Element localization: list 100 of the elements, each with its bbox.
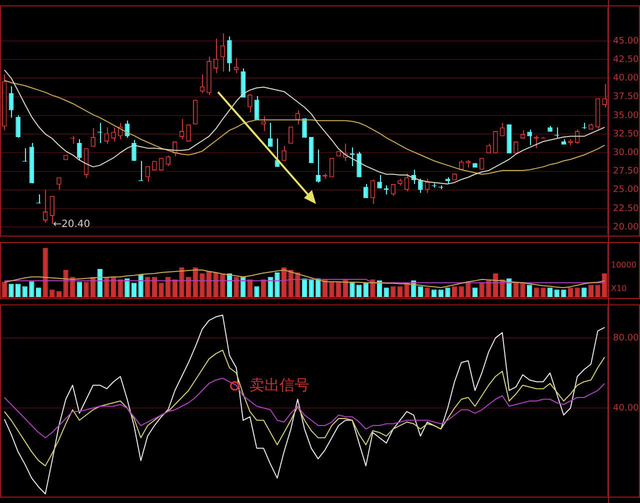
bar bbox=[458, 286, 464, 297]
candlestick bbox=[77, 138, 82, 161]
bar bbox=[240, 276, 246, 297]
bar bbox=[540, 288, 546, 297]
bar bbox=[302, 278, 308, 297]
y-tick-label: 27.50 bbox=[613, 166, 640, 177]
bar bbox=[131, 282, 137, 297]
bar bbox=[568, 288, 574, 297]
candlestick bbox=[42, 189, 48, 224]
bar bbox=[513, 282, 518, 297]
bar bbox=[8, 284, 14, 297]
bar bbox=[158, 282, 164, 297]
text: X10 bbox=[611, 284, 627, 294]
bar bbox=[166, 276, 171, 297]
bar bbox=[424, 288, 430, 297]
candlestick bbox=[274, 138, 280, 168]
bar bbox=[268, 276, 273, 297]
text: 10000 bbox=[611, 260, 636, 270]
bar bbox=[220, 273, 226, 297]
candlestick bbox=[282, 145, 286, 162]
y-tick-label: 40.00 bbox=[613, 74, 640, 84]
bar bbox=[84, 282, 89, 297]
bar bbox=[192, 268, 198, 297]
y-tick-label: 45.00 bbox=[613, 36, 640, 46]
y-tick-label: 37.50 bbox=[613, 92, 640, 102]
candlestick bbox=[424, 178, 430, 194]
y-tick-label: 32.50 bbox=[613, 129, 640, 140]
bar bbox=[595, 284, 600, 297]
annotation: 卖出信号 bbox=[250, 376, 310, 394]
candlestick bbox=[268, 122, 273, 148]
candlestick bbox=[370, 178, 376, 205]
bar bbox=[418, 286, 423, 297]
bar bbox=[363, 282, 368, 297]
bar bbox=[36, 288, 42, 297]
bar bbox=[63, 270, 68, 297]
candlestick bbox=[534, 135, 539, 149]
bar bbox=[152, 276, 158, 297]
bar bbox=[76, 282, 82, 297]
candlestick bbox=[111, 126, 116, 142]
bar bbox=[308, 279, 314, 297]
bar bbox=[350, 282, 355, 297]
candlestick bbox=[295, 110, 300, 125]
candlestick bbox=[166, 155, 170, 167]
candlestick bbox=[234, 58, 239, 74]
bar bbox=[466, 282, 471, 297]
y-tick-label: 30.00 bbox=[613, 148, 640, 158]
bar bbox=[574, 288, 580, 297]
y-tick-label: 20.00 bbox=[613, 222, 640, 232]
y-tick-label: 35.00 bbox=[613, 110, 640, 121]
candlestick bbox=[179, 118, 184, 140]
bar bbox=[445, 288, 450, 297]
bar bbox=[588, 284, 594, 297]
bar bbox=[582, 288, 587, 297]
bar bbox=[186, 276, 192, 297]
candlestick bbox=[527, 129, 532, 146]
y-tick-label: 80.00 bbox=[613, 333, 640, 344]
bar bbox=[124, 278, 130, 297]
candlestick bbox=[261, 116, 266, 132]
bar bbox=[527, 284, 532, 297]
bar bbox=[384, 288, 389, 297]
candlestick bbox=[220, 32, 226, 72]
bar bbox=[213, 272, 218, 297]
candlestick bbox=[363, 183, 368, 199]
bar bbox=[2, 282, 7, 297]
bar bbox=[206, 270, 212, 297]
bar bbox=[602, 273, 608, 297]
bar bbox=[329, 282, 334, 297]
y-tick-label: 25.00 bbox=[613, 185, 640, 196]
bar bbox=[390, 286, 396, 297]
bar bbox=[104, 276, 110, 297]
bar bbox=[397, 286, 403, 297]
bar bbox=[404, 282, 410, 297]
candlestick bbox=[145, 166, 150, 182]
candlestick bbox=[50, 195, 55, 225]
bar bbox=[22, 286, 28, 297]
bar bbox=[316, 278, 321, 297]
candlestick bbox=[56, 176, 62, 190]
bar bbox=[479, 282, 484, 297]
bar bbox=[138, 274, 144, 297]
bar bbox=[520, 282, 526, 297]
candlestick bbox=[227, 36, 232, 72]
bar bbox=[254, 286, 260, 297]
candlestick bbox=[186, 124, 191, 142]
bar bbox=[42, 248, 48, 297]
bar bbox=[336, 282, 342, 297]
y-tick-label: 22.50 bbox=[613, 204, 640, 214]
bar bbox=[110, 276, 116, 297]
bar bbox=[452, 286, 458, 297]
bar bbox=[281, 268, 287, 297]
candlestick bbox=[418, 178, 423, 194]
bar bbox=[179, 268, 184, 297]
candlestick bbox=[404, 173, 410, 192]
bar bbox=[145, 276, 150, 297]
bar bbox=[472, 288, 478, 297]
candlestick bbox=[493, 130, 498, 154]
y-tick-label: 42.50 bbox=[613, 54, 640, 65]
bar bbox=[547, 288, 553, 297]
candlestick bbox=[500, 122, 505, 137]
bar bbox=[356, 284, 362, 297]
candlestick bbox=[602, 84, 607, 108]
